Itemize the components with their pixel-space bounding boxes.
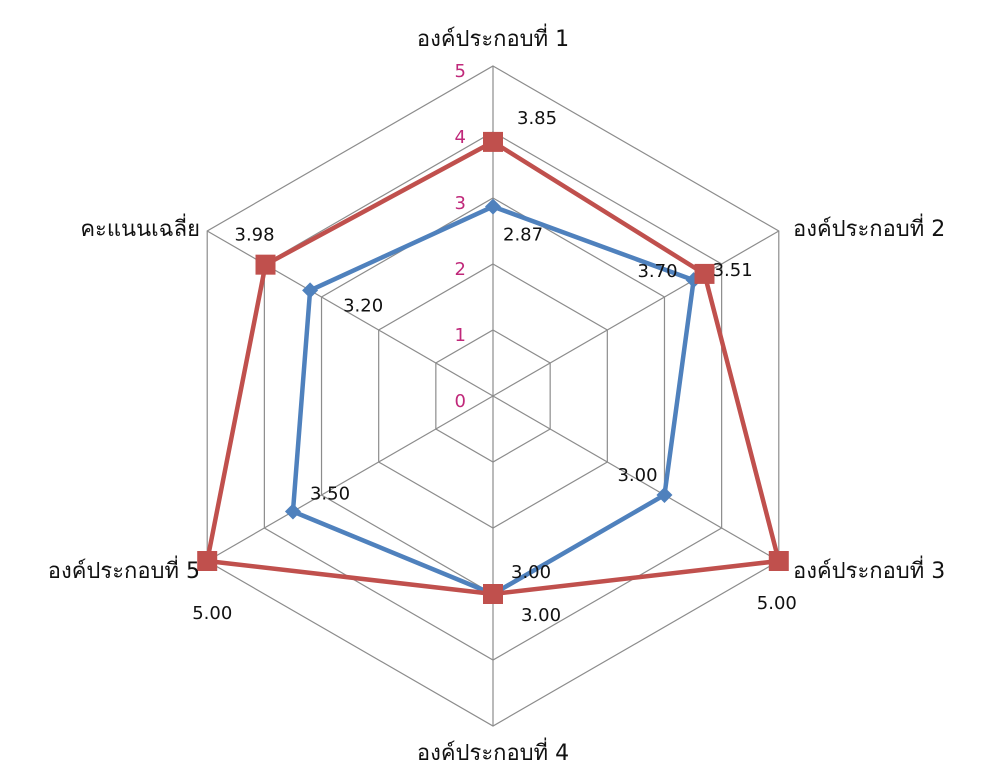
series-marker-square [197,551,218,571]
axis-spoke [492,395,780,562]
data-label: 3.50 [310,484,350,505]
axis-spoke [206,395,494,562]
data-label: 5.00 [757,593,797,614]
data-label: 2.87 [503,225,543,246]
data-label: 3.85 [517,108,557,129]
data-label: 3.70 [637,261,677,282]
series-marker-diamond [485,198,501,215]
series-marker-square [483,131,503,152]
data-label: 3.20 [343,295,383,316]
category-labels: องค์ประกอบที่ 1 องค์ประกอบที่ 2 องค์ประกอบ… [48,23,946,766]
tick-label: 2 [455,259,466,280]
category-label: องค์ประกอบที่ 3 [793,555,945,584]
tick-label: 1 [455,325,466,346]
category-label: องค์ประกอบที่ 4 [417,737,569,766]
series-marker-square [483,584,503,604]
data-label: 3.00 [617,465,657,486]
tick-label: 3 [455,193,466,214]
data-label: 3.00 [521,605,561,626]
series-marker-diamond [302,282,319,299]
axis-spoke [206,230,494,397]
tick-label: 4 [455,127,466,148]
radar-series [197,131,789,604]
category-label: คะแนนเฉลี่ย [80,213,200,242]
category-label: องค์ประกอบที่ 2 [793,213,945,242]
tick-label: 0 [455,391,466,412]
data-label: 5.00 [192,603,232,624]
category-label: องค์ประกอบที่ 5 [48,555,200,584]
tick-label: 5 [455,61,466,82]
data-label: 3.00 [511,562,551,583]
axis-spoke [492,230,780,397]
data-labels: 2.87 3.51 3.00 3.00 3.50 3.20 3.85 3.70 5.00 3.00… [192,108,797,626]
data-label: 3.51 [713,260,753,281]
data-label: 3.98 [235,225,275,246]
category-label: องค์ประกอบที่ 1 [417,23,569,52]
series-marker-diamond [284,503,301,520]
series-marker-diamond [656,487,673,503]
series-marker-square [768,551,789,571]
radial-axis-ticks: 0 1 2 3 4 5 [455,61,466,412]
radar-grid [206,65,780,727]
series-marker-square [694,263,715,284]
series-marker-square [255,254,276,275]
